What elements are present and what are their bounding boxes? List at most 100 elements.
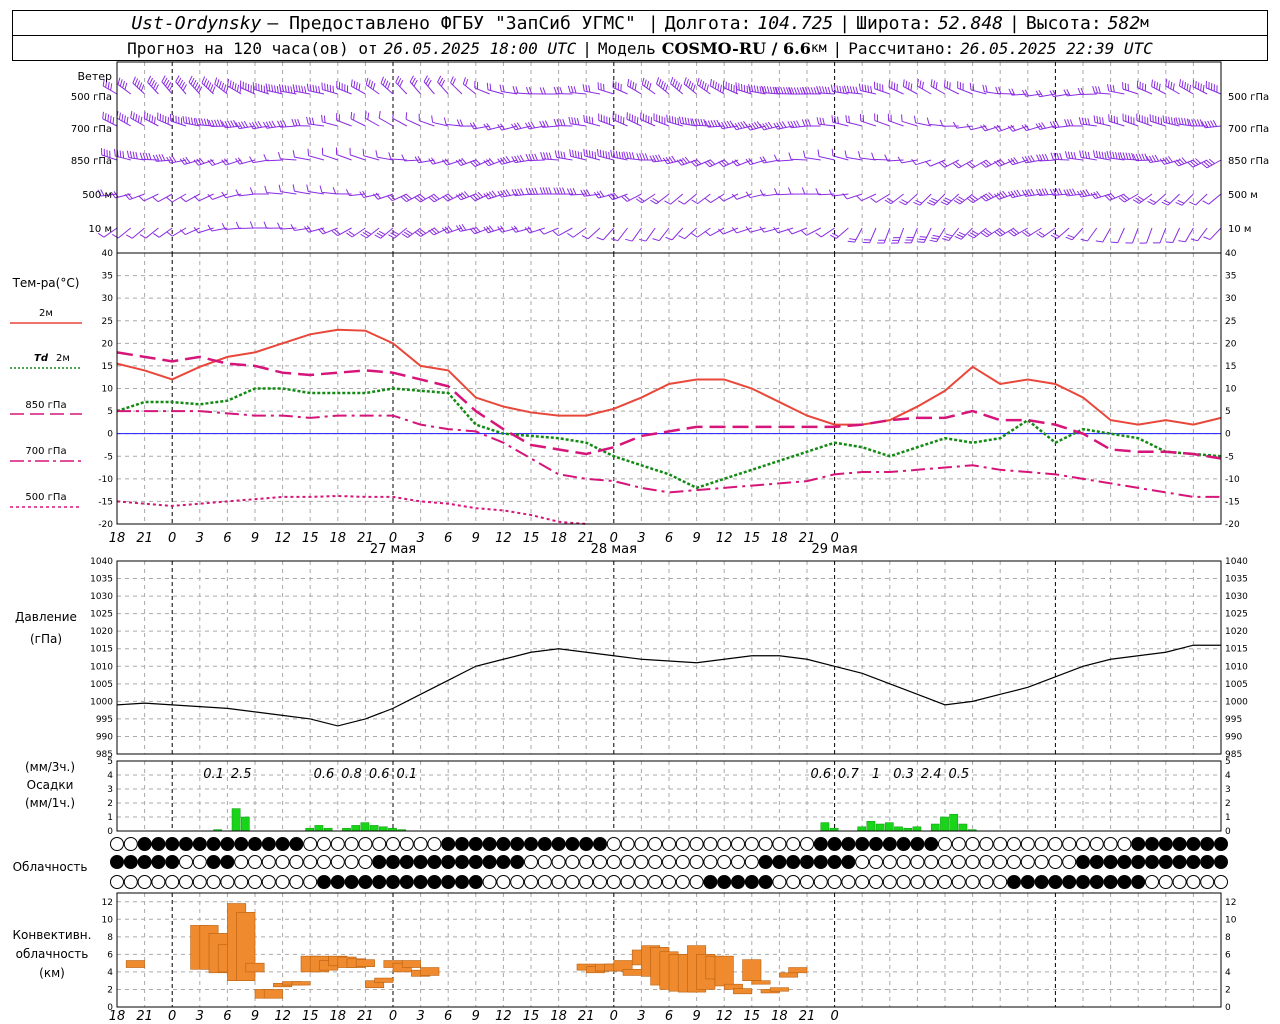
wind-barb-feather	[298, 85, 301, 93]
cloud-cover-symbol	[455, 837, 469, 851]
wind-barb-feather	[783, 87, 787, 94]
day-label: 29 мая	[811, 542, 857, 557]
cloud-cover-symbol	[703, 875, 718, 889]
wind-barb-feather	[596, 191, 602, 198]
temp-ytick-left: -15	[98, 497, 113, 507]
wind-barb-feather	[1186, 83, 1189, 91]
wind-barb-shaft	[349, 193, 366, 197]
wind-barb-feather	[483, 123, 489, 131]
cloud-cover-symbol	[179, 855, 193, 869]
cloud-cover-symbol	[206, 855, 221, 869]
wind-barb-feather	[1163, 199, 1171, 204]
wind-barb-feather	[249, 187, 254, 195]
wind-barb-feather	[395, 75, 400, 83]
wind-barb-feather	[1082, 189, 1088, 197]
wind-barb-feather	[856, 195, 862, 202]
cloud-cover-symbol	[1020, 855, 1035, 869]
wind-barb-feather	[861, 84, 864, 92]
wind-barb-feather	[553, 187, 557, 195]
wind-barb-feather	[439, 77, 444, 85]
wind-barb-shaft	[901, 120, 918, 127]
wind-barb-feather	[821, 86, 825, 94]
wind-barb-feather	[734, 122, 740, 130]
wind-barb-feather	[409, 75, 414, 83]
cloud-cover-symbol	[248, 855, 262, 869]
wind-barb-feather	[559, 86, 563, 94]
wind-barb-feather	[626, 112, 628, 120]
wind-barb-feather	[707, 120, 712, 128]
wind-barb-feather	[562, 187, 566, 195]
wind-barb-feather	[631, 152, 635, 160]
cloud-cover-symbol	[524, 875, 538, 889]
wind-barb-feather	[852, 86, 856, 94]
wind-barb-feather	[321, 82, 323, 90]
cloud-cover-symbol	[1076, 837, 1090, 851]
wind-barb-feather	[777, 86, 781, 94]
wind-barb-feather	[500, 225, 505, 232]
wind-barb-feather	[461, 157, 467, 164]
wind-barb-feather	[292, 150, 295, 158]
conv-xtick: 12	[274, 1009, 291, 1024]
wind-barb-feather	[621, 152, 624, 160]
cloud-cover-symbol	[261, 837, 276, 851]
wind-barb-feather	[560, 151, 563, 159]
wind-barb-feather	[682, 157, 688, 164]
wind-barb-feather	[687, 117, 690, 125]
wind-barb-feather	[274, 85, 276, 93]
wind-barb-feather	[788, 187, 792, 195]
wind-barb-feather	[952, 121, 958, 129]
wind-barb-feather	[985, 229, 992, 235]
wind-barb-feather	[804, 87, 809, 94]
wind-barb-feather	[801, 187, 806, 195]
cloud-cover-symbol	[951, 875, 966, 889]
wind-barb-feather	[884, 199, 892, 205]
wind-barb-feather	[442, 227, 448, 234]
temp-ytick-left: 15	[102, 362, 113, 372]
wind-barb-feather	[430, 228, 437, 235]
cloud-cover-symbol	[593, 855, 607, 869]
wind-barb-feather	[684, 117, 687, 125]
wind-barb-shaft	[1195, 193, 1208, 206]
wind-barb-shaft	[280, 191, 297, 195]
pressure-ytick-left: 1000	[90, 697, 113, 707]
wind-barb-feather	[694, 118, 698, 126]
wind-barb-feather	[759, 226, 765, 233]
wind-barb-feather	[665, 236, 673, 241]
wind-barb-feather	[1125, 152, 1129, 160]
wind-barb-feather	[155, 154, 160, 162]
wind-barb-feather	[748, 123, 754, 130]
wind-barb-feather	[1195, 81, 1197, 89]
wind-barb-feather	[166, 231, 173, 237]
cloud-cover-symbol	[179, 875, 193, 889]
wind-barb-feather	[931, 237, 939, 240]
wind-barb-feather	[1067, 234, 1075, 239]
wind-barb-feather	[943, 79, 946, 87]
wind-barb-feather	[238, 121, 243, 129]
precip-bar	[949, 813, 959, 832]
wind-barb-shaft	[543, 227, 559, 235]
wind-barb-shaft	[185, 227, 201, 236]
wind-barb-feather	[1084, 151, 1088, 159]
conv-xtick: 21	[136, 1009, 153, 1024]
wind-barb-feather	[813, 87, 817, 95]
wind-barb-feather	[1158, 83, 1161, 91]
wind-barb-feather	[556, 86, 560, 94]
wind-barb-feather	[628, 151, 632, 160]
wind-barb-feather	[1200, 83, 1202, 91]
wind-barb-feather	[731, 227, 737, 234]
wind-barb-feather	[179, 158, 185, 165]
wind-barb-feather	[179, 229, 186, 235]
wind-barb-feather	[1035, 123, 1041, 130]
wind-barb-feather	[142, 152, 146, 160]
wind-barb-feather	[939, 162, 945, 168]
cloud-cover-symbol	[620, 875, 635, 889]
wind-barb-feather	[505, 189, 511, 196]
wind-barb-feather	[929, 199, 936, 204]
wind-barb-shaft	[956, 125, 973, 129]
wind-barb-feather	[567, 85, 571, 93]
wind-barb-feather	[985, 85, 988, 93]
cloud-cover-symbol	[841, 855, 856, 869]
wind-barb-feather	[831, 115, 834, 123]
wind-barb-feather	[1203, 236, 1211, 241]
